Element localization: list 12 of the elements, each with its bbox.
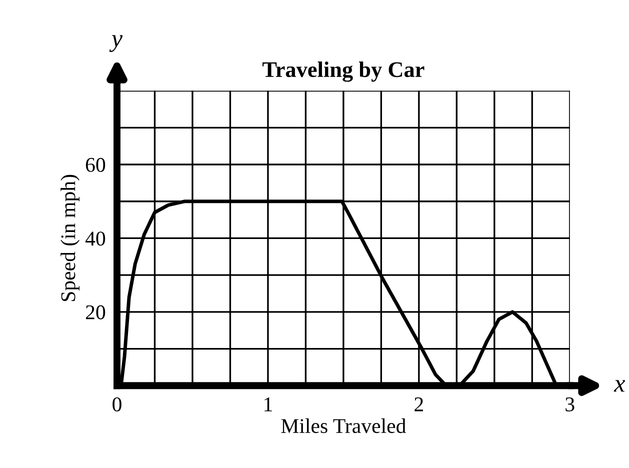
- text: x: [614, 380, 626, 392]
- x-tick-label: 0: [112, 397, 122, 412]
- y-tick-label: 60: [86, 158, 106, 172]
- chart-title: Traveling by Car: [262, 61, 424, 82]
- y-tick-label: 20: [86, 305, 106, 320]
- x-axis-title: Miles Traveled: [281, 418, 406, 434]
- x-tick-label: 3: [566, 397, 574, 412]
- x-tick-label: 2: [414, 397, 423, 412]
- x-tick-label: 1: [264, 397, 272, 412]
- y-tick-label: 40: [85, 232, 106, 246]
- y-axis-title: Speed (in mph): [60, 174, 80, 302]
- text: y: [109, 35, 123, 52]
